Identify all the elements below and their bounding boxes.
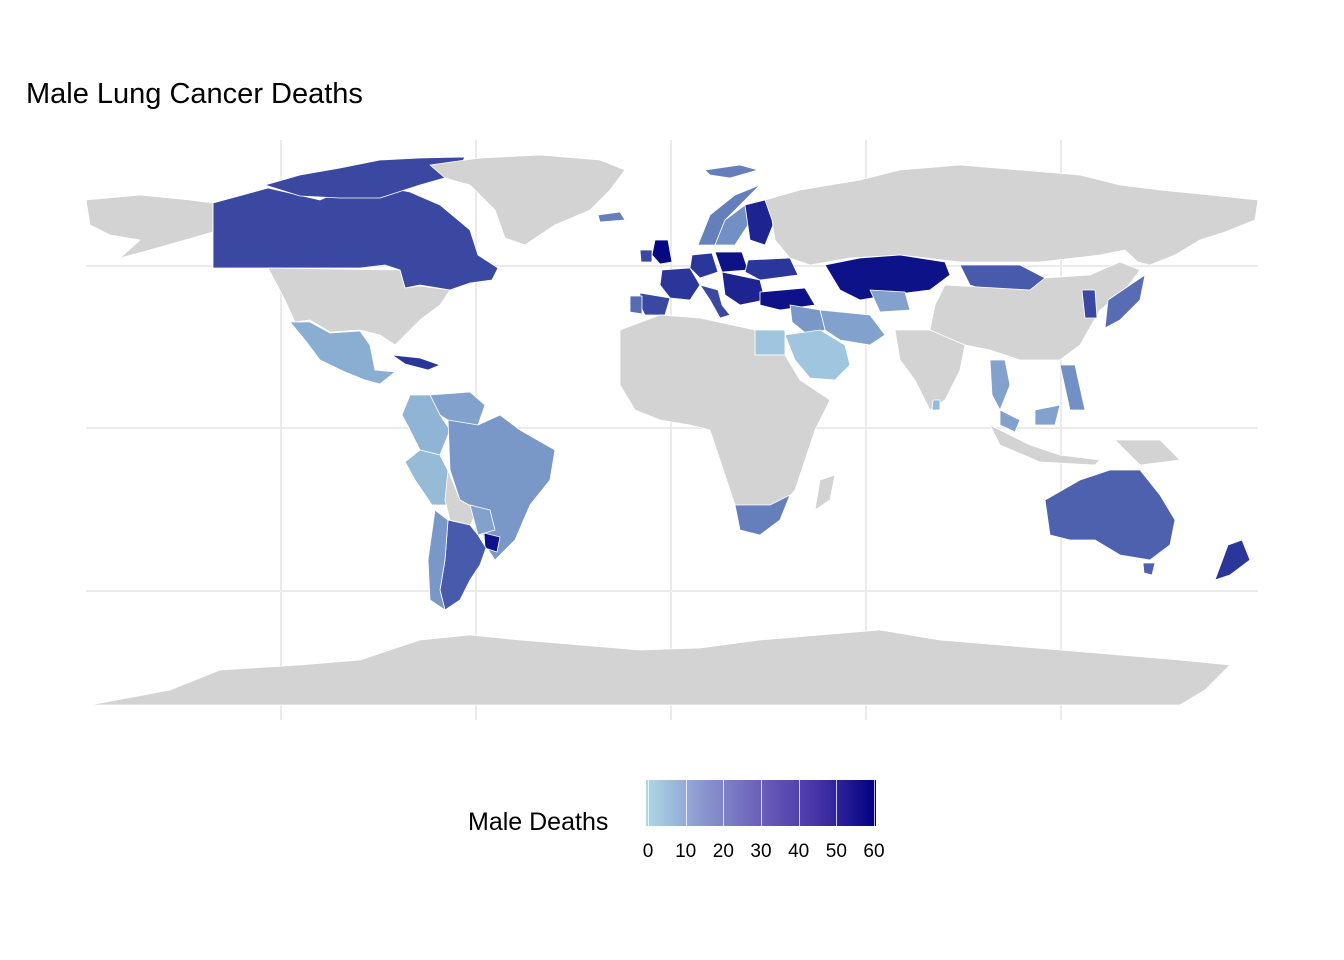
region-italy xyxy=(699,284,731,319)
legend-tick-mark xyxy=(648,780,649,826)
region-philippines xyxy=(1059,364,1086,411)
region-united-states-2 xyxy=(85,194,214,259)
region-antarctica xyxy=(89,629,1231,706)
world-map xyxy=(85,140,1259,720)
legend-tick-mark xyxy=(685,780,687,826)
region-madagascar xyxy=(814,474,836,511)
legend-tick-label: 50 xyxy=(825,841,847,862)
region-malaysia-1 xyxy=(999,409,1021,433)
legend-tick-mark xyxy=(761,780,762,826)
region-sri-lanka xyxy=(931,399,941,411)
legend-tick-mark xyxy=(723,780,725,826)
region-japan xyxy=(1104,274,1146,329)
legend-tick-mark xyxy=(798,780,800,826)
legend-tick-label: 30 xyxy=(750,841,772,862)
legend-tick-label: 40 xyxy=(788,841,810,862)
region-africa xyxy=(619,314,831,526)
region-iceland xyxy=(597,211,626,223)
region-canada-2 xyxy=(264,156,466,199)
map-title: Male Lung Cancer Deaths xyxy=(26,78,363,110)
region-ukraine xyxy=(744,257,799,281)
region-united-kingdom xyxy=(651,239,673,265)
legend-tick-label: 20 xyxy=(712,841,734,862)
region-cuba xyxy=(391,354,441,371)
region-indonesia xyxy=(989,424,1101,466)
region-south-africa xyxy=(734,494,791,536)
region-australia xyxy=(1044,469,1176,561)
region-russia xyxy=(764,164,1259,266)
region-korea xyxy=(1081,289,1098,319)
region-balkans xyxy=(721,271,766,306)
legend-title: Male Deaths xyxy=(468,808,609,836)
region-svalbard xyxy=(704,164,759,179)
region-tasmania xyxy=(1142,562,1156,576)
region-india xyxy=(894,329,966,411)
legend-tick-label: 10 xyxy=(675,841,697,862)
region-uruguay xyxy=(483,532,501,553)
region-china xyxy=(929,261,1141,361)
region-thailand xyxy=(989,359,1011,411)
region-saudi-arabia xyxy=(784,329,851,381)
region-portugal xyxy=(629,295,643,315)
legend-tick-mark xyxy=(836,780,838,826)
region-egypt xyxy=(754,329,786,356)
region-spain xyxy=(639,292,671,316)
legend-tick-label: 60 xyxy=(863,841,885,862)
region-new-zealand xyxy=(1214,539,1251,581)
region-germany xyxy=(689,252,719,279)
region-uzbekistan xyxy=(869,289,911,313)
region-chile xyxy=(427,509,449,611)
region-mexico xyxy=(289,321,396,385)
region-finland xyxy=(744,199,776,246)
region-greenland xyxy=(429,154,626,246)
region-france xyxy=(659,267,701,301)
region-poland xyxy=(714,251,749,273)
region-malaysia-2 xyxy=(1034,404,1061,426)
region-paraguay xyxy=(469,504,496,536)
region-papua-new-guinea xyxy=(1114,439,1181,466)
region-ireland xyxy=(639,249,653,263)
legend-tick-label: 0 xyxy=(642,841,654,862)
legend-tick-mark xyxy=(874,780,875,826)
region-peru xyxy=(404,449,451,506)
region-united-states-1 xyxy=(267,267,451,346)
region-turkey xyxy=(759,287,816,311)
region-kazakhstan xyxy=(824,254,951,301)
